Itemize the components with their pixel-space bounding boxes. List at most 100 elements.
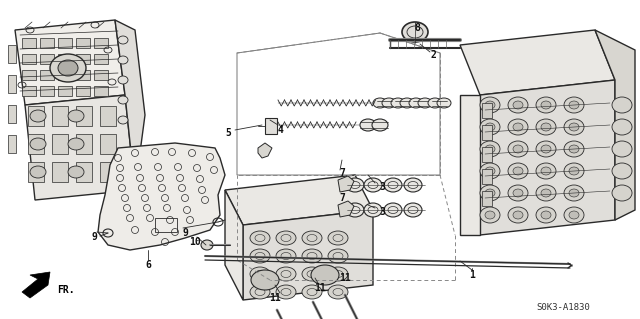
Ellipse shape [485, 101, 495, 109]
Ellipse shape [508, 119, 528, 135]
Ellipse shape [480, 141, 500, 157]
Ellipse shape [564, 185, 584, 201]
Bar [94, 38, 108, 48]
Bar [482, 147, 492, 162]
Text: 4: 4 [277, 125, 283, 135]
Bar [100, 162, 116, 182]
Bar [40, 86, 54, 96]
Bar [482, 103, 492, 118]
Ellipse shape [276, 267, 296, 281]
Text: 11: 11 [339, 273, 351, 283]
Ellipse shape [513, 123, 523, 131]
Ellipse shape [569, 101, 579, 109]
Polygon shape [115, 20, 145, 190]
Bar [76, 134, 92, 154]
Ellipse shape [50, 54, 86, 82]
Ellipse shape [536, 207, 556, 223]
Bar [22, 38, 36, 48]
Polygon shape [338, 201, 354, 217]
Ellipse shape [541, 145, 551, 153]
Bar [40, 38, 54, 48]
Ellipse shape [372, 119, 388, 131]
Bar [94, 86, 108, 96]
Bar [8, 75, 16, 93]
Ellipse shape [612, 141, 632, 157]
Ellipse shape [508, 163, 528, 179]
Ellipse shape [391, 98, 405, 108]
Ellipse shape [485, 123, 495, 131]
Bar [76, 70, 90, 80]
Bar [100, 106, 116, 126]
Text: FR.: FR. [57, 285, 75, 295]
Ellipse shape [513, 189, 523, 197]
Ellipse shape [508, 141, 528, 157]
Bar [58, 70, 72, 80]
Ellipse shape [508, 185, 528, 201]
Ellipse shape [437, 98, 451, 108]
Ellipse shape [564, 141, 584, 157]
Bar [52, 106, 68, 126]
Ellipse shape [302, 285, 322, 299]
Ellipse shape [328, 249, 348, 263]
Ellipse shape [400, 98, 414, 108]
Ellipse shape [513, 145, 523, 153]
Ellipse shape [480, 119, 500, 135]
Bar [100, 134, 116, 154]
Bar [52, 134, 68, 154]
Bar [155, 218, 177, 232]
Ellipse shape [564, 119, 584, 135]
Ellipse shape [30, 110, 46, 122]
Bar [22, 70, 36, 80]
Text: 11: 11 [314, 283, 326, 293]
Ellipse shape [118, 96, 128, 104]
Polygon shape [460, 30, 615, 95]
Text: 5: 5 [225, 128, 231, 138]
Ellipse shape [68, 138, 84, 150]
Text: 7: 7 [339, 193, 345, 203]
Ellipse shape [201, 240, 213, 250]
Ellipse shape [485, 211, 495, 219]
Bar [8, 135, 16, 153]
Bar [76, 38, 90, 48]
Ellipse shape [541, 123, 551, 131]
Text: 8: 8 [414, 23, 420, 33]
Ellipse shape [276, 285, 296, 299]
Ellipse shape [404, 178, 422, 192]
Ellipse shape [569, 211, 579, 219]
Text: S0K3-A1830: S0K3-A1830 [536, 303, 590, 313]
Ellipse shape [302, 231, 322, 245]
Ellipse shape [276, 231, 296, 245]
Bar [94, 70, 108, 80]
Ellipse shape [118, 116, 128, 124]
Bar [8, 45, 16, 63]
Text: 1: 1 [469, 270, 475, 280]
Ellipse shape [480, 185, 500, 201]
Ellipse shape [68, 166, 84, 178]
Text: 7: 7 [339, 168, 345, 178]
Bar [58, 54, 72, 64]
Text: 11: 11 [269, 293, 281, 303]
Bar [76, 86, 90, 96]
Bar [94, 54, 108, 64]
Ellipse shape [569, 189, 579, 197]
Ellipse shape [58, 60, 78, 76]
Text: 3: 3 [379, 182, 385, 192]
Ellipse shape [328, 267, 348, 281]
Text: 3: 3 [379, 207, 385, 217]
Polygon shape [98, 143, 225, 250]
Ellipse shape [564, 207, 584, 223]
Ellipse shape [250, 285, 270, 299]
Bar [22, 54, 36, 64]
Text: 9: 9 [182, 228, 188, 238]
Bar [22, 86, 36, 96]
Ellipse shape [250, 267, 270, 281]
Bar [8, 105, 16, 123]
Bar [52, 162, 68, 182]
Ellipse shape [418, 98, 432, 108]
Bar [40, 54, 54, 64]
Ellipse shape [409, 98, 423, 108]
Ellipse shape [480, 163, 500, 179]
Ellipse shape [30, 138, 46, 150]
Polygon shape [258, 143, 272, 158]
Ellipse shape [541, 189, 551, 197]
